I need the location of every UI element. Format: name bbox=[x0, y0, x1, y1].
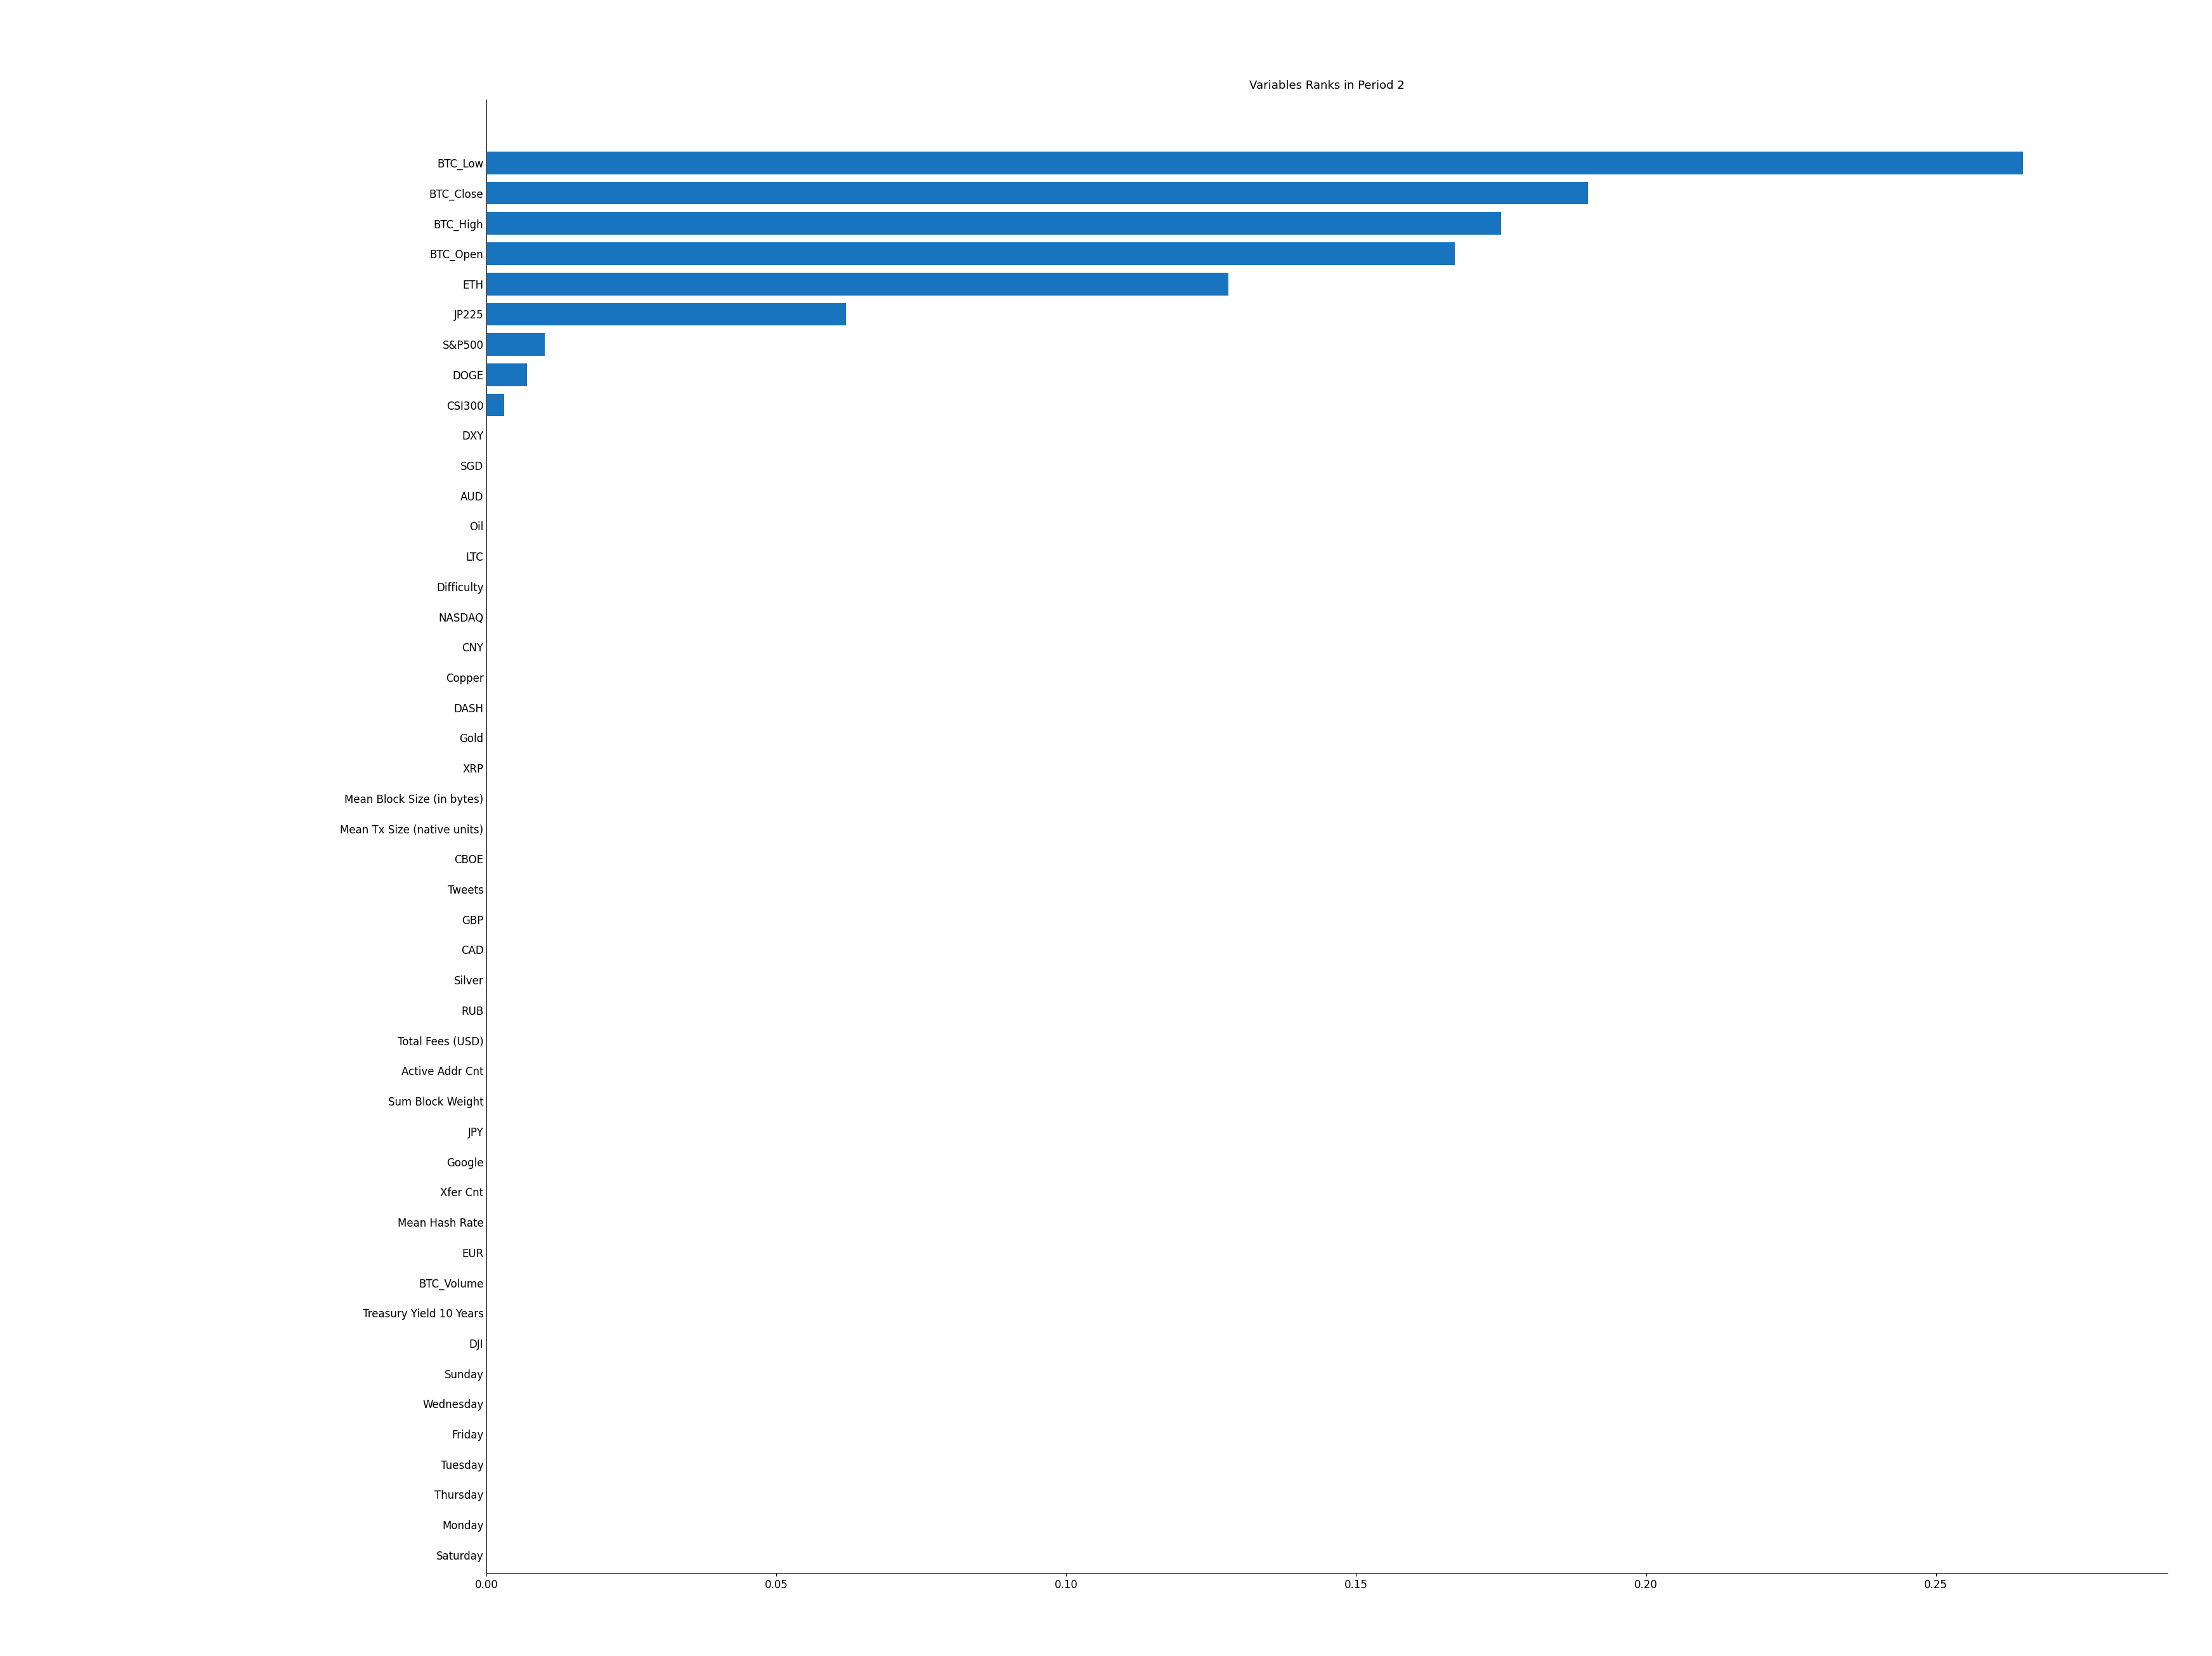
Bar bbox=[487, 242, 1455, 265]
Bar bbox=[487, 363, 526, 386]
Bar bbox=[487, 182, 1588, 205]
Bar bbox=[487, 152, 2022, 174]
Title: Variables Ranks in Period 2: Variables Ranks in Period 2 bbox=[1250, 79, 1405, 91]
Bar bbox=[487, 273, 1228, 295]
Bar bbox=[487, 333, 544, 356]
Bar bbox=[487, 303, 845, 326]
Bar bbox=[487, 394, 504, 416]
Bar bbox=[487, 212, 1502, 235]
